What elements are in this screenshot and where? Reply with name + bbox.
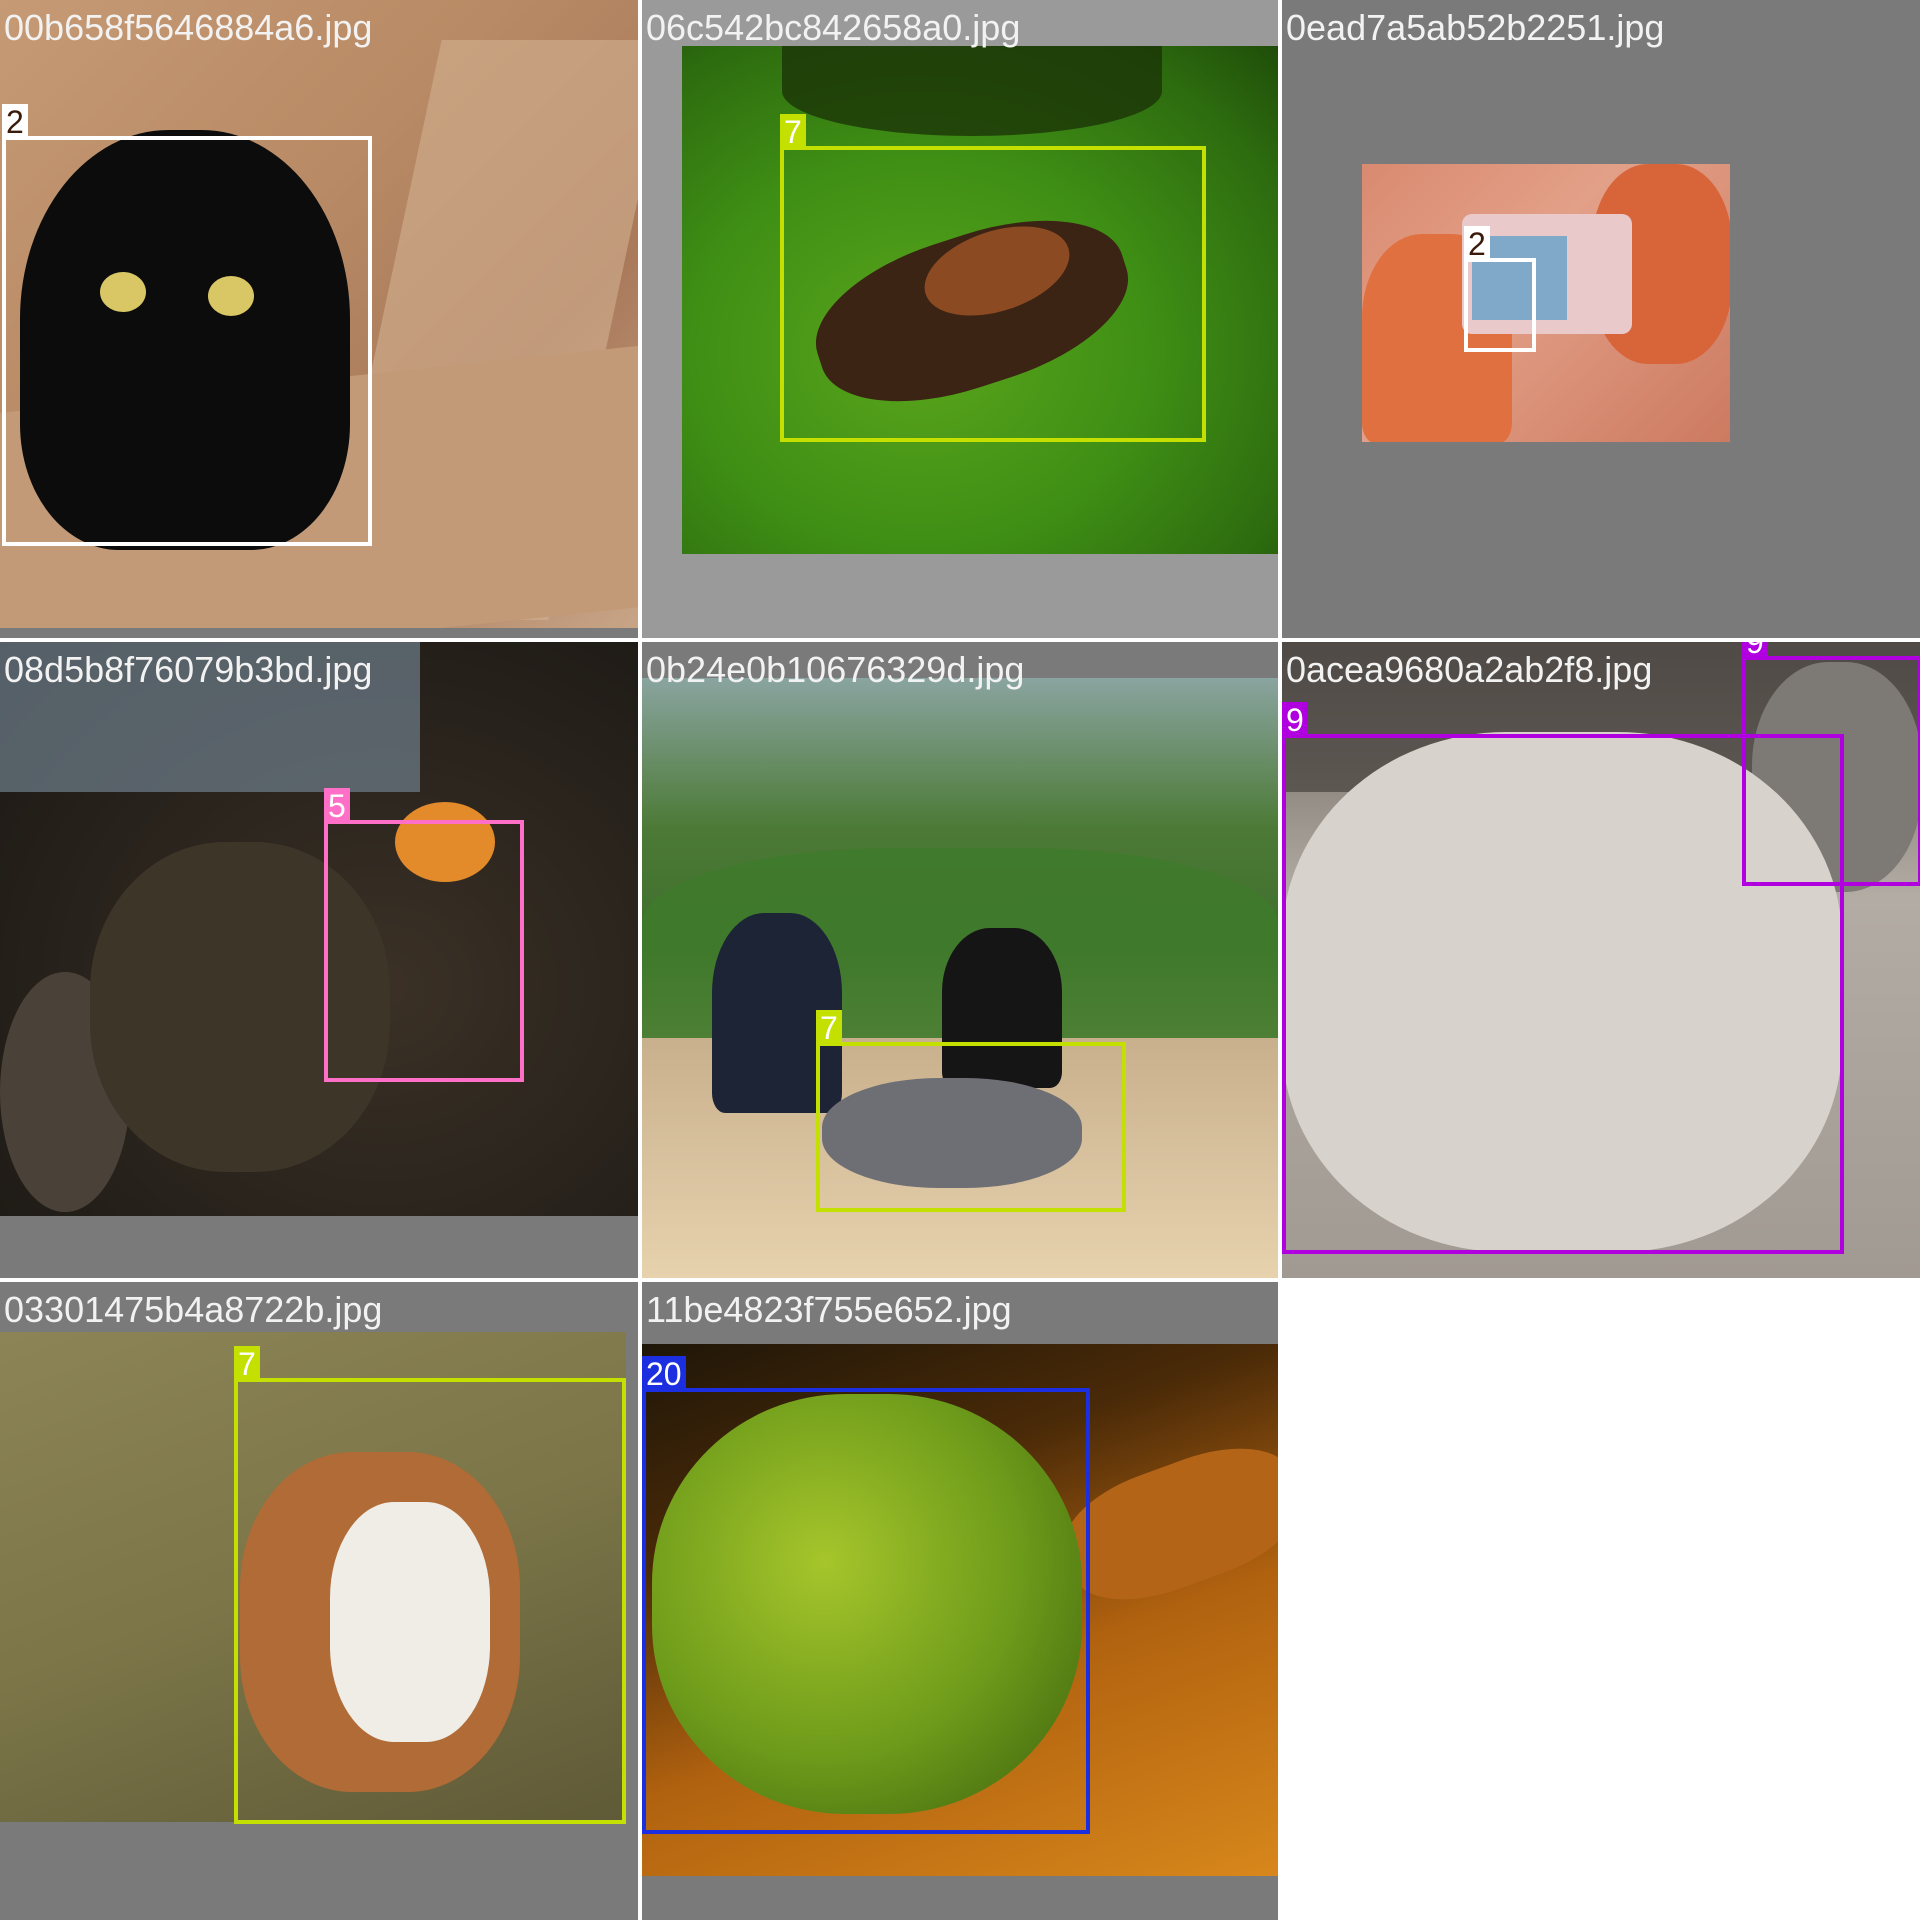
- bounding-box[interactable]: 2: [1464, 226, 1536, 352]
- box-label: 5: [324, 788, 350, 824]
- tile-filename: 11be4823f755e652.jpg: [646, 1289, 1012, 1330]
- elephant-front: [1282, 732, 1842, 1252]
- rock-2: [90, 842, 390, 1172]
- box-label: 7: [816, 1010, 842, 1046]
- grid-tile-4[interactable]: 08d5b8f76079b3bd.jpg 5: [0, 642, 638, 1278]
- boy-right: [942, 928, 1062, 1088]
- cat-eye-left: [100, 272, 146, 312]
- tile-image-dog-sitting: [0, 1332, 626, 1822]
- grid-tile-2[interactable]: 06c542bc842658a0.jpg 7: [642, 0, 1278, 638]
- box-label: 7: [780, 114, 806, 150]
- snake-coil: [652, 1394, 1082, 1814]
- box-label: 2: [2, 104, 28, 140]
- grid-tile-7[interactable]: 03301475b4a8722b.jpg 7: [0, 1282, 638, 1920]
- grid-tile-6[interactable]: 0acea9680a2ab2f8.jpg 9 9: [1282, 642, 1920, 1278]
- bounding-box[interactable]: 9: [1282, 702, 1844, 1254]
- box-label: 20: [642, 1356, 686, 1392]
- tile-image-cat: [0, 0, 638, 628]
- box-label: 9: [1742, 642, 1768, 660]
- dog-chest: [330, 1502, 490, 1742]
- box-label: 9: [1282, 702, 1308, 738]
- bounding-box[interactable]: 7: [816, 1010, 1126, 1212]
- tile-filename: 0b24e0b10676329d.jpg: [646, 649, 1025, 690]
- tile-image-camera: [1362, 164, 1730, 442]
- tile-image-snake: [642, 1344, 1278, 1876]
- box-label: 2: [1464, 226, 1490, 262]
- tile-image-crab: [0, 642, 638, 1216]
- tile-filename: 0acea9680a2ab2f8.jpg: [1286, 649, 1653, 690]
- tile-filename: 03301475b4a8722b.jpg: [4, 1289, 383, 1330]
- water: [0, 642, 420, 792]
- grid-tile-1[interactable]: 00b658f5646884a6.jpg 2: [0, 0, 638, 638]
- grid-tile-5[interactable]: 0b24e0b10676329d.jpg 7: [642, 642, 1278, 1278]
- dog: [822, 1078, 1082, 1188]
- cat-body: [20, 130, 350, 550]
- bounding-box[interactable]: 20: [642, 1356, 1090, 1834]
- shadow: [782, 46, 1162, 136]
- tile-filename: 00b658f5646884a6.jpg: [4, 7, 373, 48]
- cat-eye-right: [208, 276, 254, 316]
- bounding-box[interactable]: 5: [324, 788, 524, 1082]
- grid-tile-8[interactable]: 11be4823f755e652.jpg 20: [642, 1282, 1278, 1920]
- bounding-box[interactable]: 7: [234, 1346, 626, 1824]
- bounding-box[interactable]: 2: [2, 104, 372, 546]
- box-label: 7: [234, 1346, 260, 1382]
- grid-tile-3[interactable]: 0ead7a5ab52b2251.jpg 2: [1282, 0, 1920, 638]
- crab-body: [395, 802, 495, 882]
- bounding-box[interactable]: 7: [780, 114, 1206, 442]
- tile-image-elephants: [1282, 642, 1920, 1278]
- tile-filename: 06c542bc842658a0.jpg: [646, 7, 1021, 48]
- tile-filename: 0ead7a5ab52b2251.jpg: [1286, 7, 1665, 48]
- bounding-box[interactable]: 9: [1742, 642, 1920, 886]
- tile-filename: 08d5b8f76079b3bd.jpg: [4, 649, 373, 690]
